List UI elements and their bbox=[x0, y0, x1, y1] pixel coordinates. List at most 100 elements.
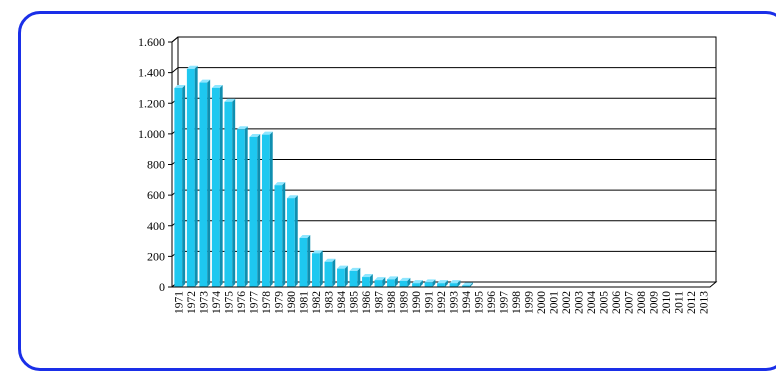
x-tick-label: 1971 bbox=[173, 291, 185, 314]
y-tick-label: 1.600 bbox=[138, 35, 165, 49]
bar-top bbox=[337, 265, 348, 269]
y-tick-label: 1.200 bbox=[138, 96, 165, 110]
bar-top bbox=[362, 274, 373, 278]
x-tick-label: 2013 bbox=[699, 291, 711, 314]
x-tick-label: 2006 bbox=[611, 291, 623, 314]
x-tick-label: 1975 bbox=[223, 291, 235, 314]
x-tick-label: 1987 bbox=[373, 291, 385, 314]
bar-side bbox=[232, 98, 236, 287]
bar-side bbox=[407, 277, 411, 287]
x-tick-label: 2011 bbox=[674, 291, 686, 314]
x-tick-label: 1990 bbox=[411, 291, 423, 314]
bar bbox=[199, 82, 208, 287]
bar-top bbox=[211, 84, 223, 88]
bar-top bbox=[249, 133, 261, 137]
x-tick-label: 1995 bbox=[474, 291, 486, 314]
bar-side bbox=[332, 258, 336, 287]
x-tick-label: 1974 bbox=[211, 291, 223, 314]
bar-top bbox=[261, 131, 273, 135]
bar bbox=[211, 87, 220, 287]
bar-side bbox=[182, 84, 186, 287]
bar-top bbox=[424, 279, 436, 283]
bar-top bbox=[274, 182, 286, 186]
bar-side bbox=[319, 250, 323, 287]
bar-top bbox=[462, 282, 473, 286]
bar bbox=[286, 198, 295, 287]
bar bbox=[312, 253, 320, 287]
bar-side bbox=[207, 79, 211, 287]
x-tick-label: 1996 bbox=[486, 291, 498, 314]
bar bbox=[186, 68, 195, 287]
bar bbox=[249, 136, 258, 287]
x-tick-label: 2009 bbox=[649, 291, 661, 314]
bar-side bbox=[269, 131, 273, 287]
bar-top bbox=[286, 195, 298, 199]
y-tick-label: 0 bbox=[159, 280, 165, 294]
x-tick-label: 2008 bbox=[636, 291, 648, 314]
x-tick-label: 1972 bbox=[186, 291, 198, 314]
x-tick-label: 2001 bbox=[549, 291, 561, 314]
x-tick-label: 1991 bbox=[423, 291, 435, 314]
x-tick-label: 1973 bbox=[198, 291, 210, 314]
x-tick-label: 2010 bbox=[661, 291, 673, 314]
x-tick-label: 1979 bbox=[273, 291, 285, 314]
bar-side bbox=[419, 280, 423, 287]
bar-top bbox=[399, 277, 411, 281]
y-tick-label: 1.400 bbox=[138, 66, 165, 80]
bar-side bbox=[257, 133, 261, 287]
bar bbox=[274, 185, 283, 287]
x-tick-label: 1986 bbox=[361, 291, 373, 314]
y-tick-label: 600 bbox=[147, 188, 165, 202]
bar-top bbox=[324, 258, 336, 262]
bar-side bbox=[357, 267, 361, 287]
x-tick-label: 1983 bbox=[323, 291, 335, 314]
gridline-depth bbox=[171, 67, 179, 74]
bar-top bbox=[312, 250, 323, 254]
bar-side bbox=[382, 277, 386, 287]
bar-side bbox=[432, 279, 436, 287]
y-tick-label: 1.000 bbox=[138, 127, 165, 141]
x-tick-label: 1989 bbox=[398, 291, 410, 314]
bar-side bbox=[282, 182, 286, 287]
bar-side bbox=[444, 280, 448, 287]
bar bbox=[399, 280, 408, 287]
x-tick-label: 1999 bbox=[524, 291, 536, 314]
bar-side bbox=[307, 235, 311, 287]
bar-side bbox=[244, 126, 248, 287]
bar-top bbox=[437, 280, 448, 284]
gridline-depth bbox=[171, 36, 179, 43]
x-tick-label: 2005 bbox=[599, 291, 611, 314]
bar bbox=[324, 261, 333, 287]
x-tick-label: 1997 bbox=[499, 291, 511, 314]
bar-top bbox=[199, 79, 211, 83]
bar bbox=[424, 282, 433, 287]
bar-side bbox=[344, 265, 348, 287]
x-tick-label: 1980 bbox=[286, 291, 298, 314]
bar-side bbox=[394, 276, 398, 287]
bar-side bbox=[194, 65, 198, 287]
bar-top bbox=[412, 280, 423, 284]
x-tick-label: 1984 bbox=[336, 291, 348, 314]
x-tick-label: 1985 bbox=[348, 291, 360, 314]
bar-side bbox=[469, 282, 473, 287]
bar bbox=[299, 238, 308, 287]
bar bbox=[387, 279, 395, 287]
bar bbox=[174, 87, 183, 287]
bar-top bbox=[349, 267, 361, 271]
x-tick-label: 2004 bbox=[586, 291, 598, 314]
bar bbox=[224, 101, 233, 287]
bar bbox=[236, 129, 245, 287]
x-tick-label: 1988 bbox=[386, 291, 398, 314]
y-tick-label: 200 bbox=[147, 249, 165, 263]
x-tick-label: 2007 bbox=[624, 291, 636, 314]
bar-top bbox=[374, 277, 386, 281]
x-tick-label: 1993 bbox=[449, 291, 461, 314]
bar bbox=[349, 270, 358, 287]
bar bbox=[261, 134, 270, 287]
x-tick-label: 1994 bbox=[461, 291, 473, 314]
bar bbox=[462, 285, 470, 287]
bar-top bbox=[449, 280, 461, 284]
bar bbox=[412, 283, 420, 287]
x-tick-label: 1982 bbox=[311, 291, 323, 314]
